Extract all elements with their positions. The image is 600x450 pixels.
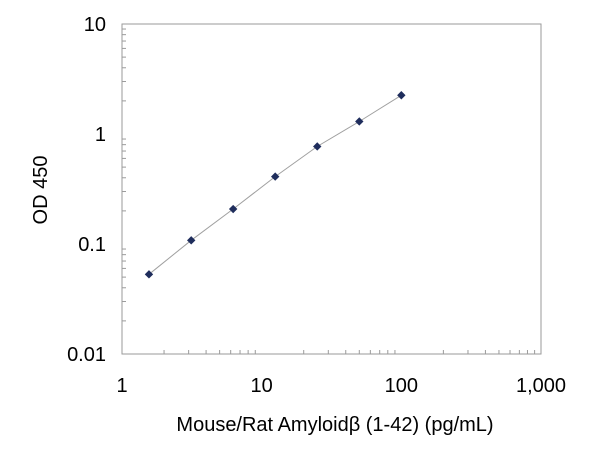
plot-area [121, 23, 542, 355]
x-tick-labels: 1 10 100 1,000 [116, 375, 566, 397]
y-minor-ticks [122, 28, 126, 322]
x-tick-label: 1 [116, 375, 127, 397]
y-axis-title: OD 450 [30, 156, 52, 225]
data-point [228, 204, 238, 214]
y-tick-label: 0.1 [78, 234, 106, 256]
data-point [355, 117, 364, 126]
x-minor-ticks [163, 350, 536, 354]
x-axis-title: Mouse/Rat Amyloidβ (1-42) (pg/mL) [176, 414, 493, 436]
data-point [397, 91, 406, 100]
data-point [187, 236, 196, 245]
x-tick-label: 10 [251, 375, 273, 397]
y-tick-label: 0.01 [67, 344, 106, 366]
y-tick-label: 1 [95, 124, 106, 146]
data-point [144, 270, 154, 279]
data-point [313, 142, 322, 151]
y-tick-label: 10 [84, 14, 106, 36]
x-tick-label: 1,000 [516, 375, 566, 397]
y-tick-labels: 0.01 0.1 1 10 [67, 14, 106, 366]
data-point [271, 172, 280, 181]
data-points [144, 91, 406, 279]
x-tick-label: 100 [385, 375, 418, 397]
